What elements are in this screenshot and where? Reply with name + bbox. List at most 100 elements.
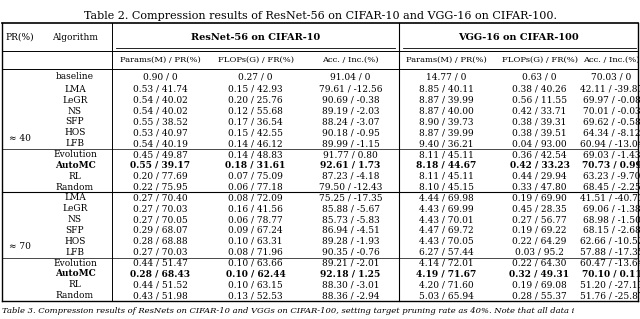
Text: 0.28 / 68.88: 0.28 / 68.88 [133, 237, 188, 246]
Text: 0.27 / 70.03: 0.27 / 70.03 [133, 248, 188, 257]
Text: 0.32 / 49.31: 0.32 / 49.31 [509, 269, 570, 278]
Text: PR(%): PR(%) [6, 33, 35, 41]
Text: 0.15 / 42.55: 0.15 / 42.55 [228, 128, 283, 137]
Text: 0.54 / 40.02: 0.54 / 40.02 [133, 96, 188, 105]
Text: 42.11 / -39.87: 42.11 / -39.87 [580, 85, 640, 94]
Text: AutoMC: AutoMC [54, 161, 95, 170]
Text: 41.51 / -40.73: 41.51 / -40.73 [580, 193, 640, 203]
Text: LFB: LFB [65, 139, 84, 148]
Text: baseline: baseline [56, 72, 94, 81]
Text: 4.43 / 70.01: 4.43 / 70.01 [419, 215, 474, 224]
Text: 70.03 / 0: 70.03 / 0 [591, 72, 632, 81]
Text: 0.17 / 36.54: 0.17 / 36.54 [228, 117, 283, 126]
Text: 69.97 / -0.08: 69.97 / -0.08 [582, 96, 640, 105]
Text: 0.54 / 40.19: 0.54 / 40.19 [133, 139, 188, 148]
Text: 90.35 / -0.76: 90.35 / -0.76 [322, 248, 380, 257]
Text: 0.19 / 69.90: 0.19 / 69.90 [512, 193, 567, 203]
Text: 0.36 / 42.54: 0.36 / 42.54 [512, 150, 567, 159]
Text: 79.61 / -12.56: 79.61 / -12.56 [319, 85, 382, 94]
Text: 0.06 / 77.18: 0.06 / 77.18 [228, 182, 283, 192]
Text: 89.28 / -1.93: 89.28 / -1.93 [322, 237, 380, 246]
Text: Params(M) / PR(%): Params(M) / PR(%) [120, 56, 201, 64]
Text: Evolution: Evolution [53, 150, 97, 159]
Text: 8.18 / 44.67: 8.18 / 44.67 [417, 161, 477, 170]
Text: 51.76 / -25.87: 51.76 / -25.87 [580, 291, 640, 300]
Text: NS: NS [68, 215, 82, 224]
Text: 79.50 / -12.43: 79.50 / -12.43 [319, 182, 382, 192]
Text: RL: RL [68, 280, 81, 289]
Text: 4.43 / 69.99: 4.43 / 69.99 [419, 204, 474, 213]
Text: Algorithm: Algorithm [52, 33, 98, 41]
Text: 57.88 / -17.35: 57.88 / -17.35 [580, 248, 640, 257]
Text: 0.15 / 42.93: 0.15 / 42.93 [228, 85, 283, 94]
Text: RL: RL [68, 172, 81, 181]
Text: 0.14 / 48.83: 0.14 / 48.83 [228, 150, 283, 159]
Text: 8.11 / 45.11: 8.11 / 45.11 [419, 150, 474, 159]
Text: 0.56 / 11.55: 0.56 / 11.55 [512, 96, 567, 105]
Text: 62.66 / -10.52: 62.66 / -10.52 [580, 237, 640, 246]
Text: 0.38 / 39.51: 0.38 / 39.51 [512, 128, 567, 137]
Text: ≈ 70: ≈ 70 [9, 242, 31, 251]
Text: 0.27 / 0: 0.27 / 0 [238, 72, 273, 81]
Text: 4.20 / 71.60: 4.20 / 71.60 [419, 280, 474, 289]
Text: LeGR: LeGR [62, 96, 88, 105]
Text: 70.73 / 0.99: 70.73 / 0.99 [582, 161, 640, 170]
Text: Random: Random [56, 291, 94, 300]
Text: 0.42 / 33.23: 0.42 / 33.23 [509, 161, 570, 170]
Text: 8.87 / 39.99: 8.87 / 39.99 [419, 96, 474, 105]
Text: 0.19 / 69.22: 0.19 / 69.22 [512, 226, 567, 235]
Text: HOS: HOS [64, 128, 86, 137]
Text: Params(M) / PR(%): Params(M) / PR(%) [406, 56, 487, 64]
Text: LeGR: LeGR [62, 204, 88, 213]
Text: 69.03 / -1.43: 69.03 / -1.43 [583, 150, 640, 159]
Text: 69.62 / -0.58: 69.62 / -0.58 [582, 117, 640, 126]
Text: 0.55 / 38.52: 0.55 / 38.52 [133, 117, 188, 126]
Text: 89.99 / -1.15: 89.99 / -1.15 [321, 139, 380, 148]
Text: 90.69 / -0.38: 90.69 / -0.38 [322, 96, 380, 105]
Text: 0.33 / 47.80: 0.33 / 47.80 [512, 182, 567, 192]
Text: 88.36 / -2.94: 88.36 / -2.94 [322, 291, 380, 300]
Text: SFP: SFP [66, 117, 84, 126]
Text: 6.27 / 57.44: 6.27 / 57.44 [419, 248, 474, 257]
Text: 0.29 / 68.07: 0.29 / 68.07 [133, 226, 188, 235]
Text: 0.54 / 40.02: 0.54 / 40.02 [133, 107, 188, 115]
Text: 88.24 / -3.07: 88.24 / -3.07 [322, 117, 380, 126]
Text: 0.55 / 39.17: 0.55 / 39.17 [131, 161, 191, 170]
Text: 0.07 / 75.09: 0.07 / 75.09 [228, 172, 283, 181]
Text: 0.08 / 72.09: 0.08 / 72.09 [228, 193, 283, 203]
Text: 0.03 / 95.2: 0.03 / 95.2 [515, 248, 564, 257]
Text: 0.14 / 46.12: 0.14 / 46.12 [228, 139, 283, 148]
Text: 91.04 / 0: 91.04 / 0 [330, 72, 371, 81]
Text: 0.27 / 70.03: 0.27 / 70.03 [133, 204, 188, 213]
Text: 0.53 / 41.74: 0.53 / 41.74 [133, 85, 188, 94]
Text: 51.20 / -27.13: 51.20 / -27.13 [580, 280, 640, 289]
Text: 60.47 / -13.64: 60.47 / -13.64 [580, 258, 640, 268]
Text: 85.73 / -5.83: 85.73 / -5.83 [322, 215, 380, 224]
Text: 8.90 / 39.73: 8.90 / 39.73 [419, 117, 474, 126]
Text: 89.21 / -2.01: 89.21 / -2.01 [322, 258, 380, 268]
Text: Acc. / Inc.(%): Acc. / Inc.(%) [323, 56, 379, 64]
Text: 8.85 / 40.11: 8.85 / 40.11 [419, 85, 474, 94]
Text: 0.18 / 31.61: 0.18 / 31.61 [225, 161, 285, 170]
Text: 92.61 / 1.73: 92.61 / 1.73 [320, 161, 381, 170]
Text: 63.23 / -9.70: 63.23 / -9.70 [583, 172, 640, 181]
Text: 0.22 / 64.29: 0.22 / 64.29 [512, 237, 566, 246]
Text: 70.01 / -0.03: 70.01 / -0.03 [582, 107, 640, 115]
Text: 9.40 / 36.21: 9.40 / 36.21 [419, 139, 474, 148]
Text: 0.10 / 63.15: 0.10 / 63.15 [228, 280, 283, 289]
Text: 0.43 / 51.98: 0.43 / 51.98 [133, 291, 188, 300]
Text: 5.03 / 65.94: 5.03 / 65.94 [419, 291, 474, 300]
Text: 0.27 / 70.05: 0.27 / 70.05 [133, 215, 188, 224]
Text: Evolution: Evolution [53, 258, 97, 268]
Text: 0.28 / 55.37: 0.28 / 55.37 [512, 291, 567, 300]
Text: 92.18 / 1.25: 92.18 / 1.25 [321, 269, 381, 278]
Text: 0.90 / 0: 0.90 / 0 [143, 72, 178, 81]
Text: 64.34 / -8.12: 64.34 / -8.12 [583, 128, 640, 137]
Text: 0.10 / 63.31: 0.10 / 63.31 [228, 237, 283, 246]
Text: 0.44 / 51.47: 0.44 / 51.47 [133, 258, 188, 268]
Text: 88.30 / -3.01: 88.30 / -3.01 [322, 280, 380, 289]
Text: 0.28 / 68.43: 0.28 / 68.43 [131, 269, 191, 278]
Text: FLOPs(G) / FR(%): FLOPs(G) / FR(%) [502, 56, 577, 64]
Text: 8.87 / 39.99: 8.87 / 39.99 [419, 128, 474, 137]
Text: LFB: LFB [65, 248, 84, 257]
